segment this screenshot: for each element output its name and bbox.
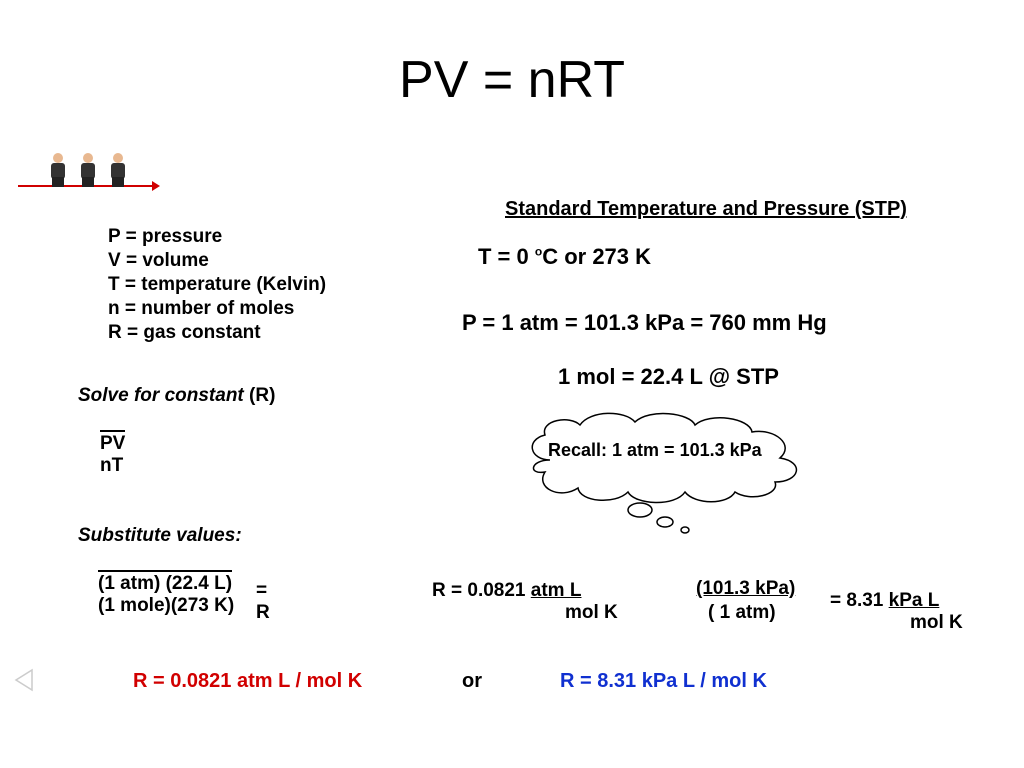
page-title: PV = nRT <box>0 50 1024 110</box>
r-calc-result: = 8.31 kPa L <box>830 590 939 612</box>
r-calc-result-units-num: kPa L <box>889 590 940 611</box>
stp-header: Standard Temperature and Pressure (STP) <box>505 198 907 221</box>
fraction-numerator: PV <box>100 430 125 455</box>
person-icon <box>48 153 68 187</box>
person-icon <box>108 153 128 187</box>
variable-definitions: P = pressure V = volume T = temperature … <box>108 225 326 345</box>
solve-for-label: Solve for constant (R) <box>78 385 275 407</box>
stp-t-post: C or 273 K <box>542 244 651 269</box>
solve-for-italic: Solve for constant <box>78 385 244 406</box>
final-r-atm: R = 0.0821 atm L / mol K <box>133 670 362 693</box>
final-r-kpa: R = 8.31 kPa L / mol K <box>560 670 767 693</box>
def-r: R = gas constant <box>108 321 326 345</box>
stp-molar-volume: 1 mol = 22.4 L @ STP <box>558 364 779 390</box>
def-t: T = temperature (Kelvin) <box>108 273 326 297</box>
r-calc-result-plain: = 8.31 <box>830 590 889 611</box>
previous-slide-button[interactable] <box>10 666 38 694</box>
def-p: P = pressure <box>108 225 326 249</box>
r-calc-conversion-num: (101.3 kPa) <box>696 578 795 600</box>
substitute-values-label: Substitute values: <box>78 525 242 547</box>
person-icon <box>78 153 98 187</box>
calc-equals-r: = R <box>256 580 270 624</box>
r-calc-plain: R = 0.0821 <box>432 580 531 601</box>
pv-over-nt: PV nT <box>100 430 125 477</box>
stp-temperature: T = 0 oC or 273 K <box>478 244 651 270</box>
calc-numerator: (1 atm) (22.4 L) <box>98 570 232 595</box>
final-or: or <box>462 670 482 693</box>
cloud-text: Recall: 1 atm = 101.3 kPa <box>548 440 762 461</box>
tug-of-war-figures-icon <box>18 145 158 195</box>
def-v: V = volume <box>108 249 326 273</box>
fraction-denominator: nT <box>100 455 125 477</box>
def-n: n = number of moles <box>108 297 326 321</box>
solve-for-plain: (R) <box>244 385 276 406</box>
stp-pressure: P = 1 atm = 101.3 kPa = 760 mm Hg <box>462 310 827 336</box>
r-calc-result-units-denom: mol K <box>910 612 963 634</box>
r-calc-units-denom: mol K <box>565 602 618 624</box>
calc-denominator: (1 mole)(273 K) <box>98 595 234 617</box>
rope-arrowhead-icon <box>152 181 160 191</box>
r-substitution-calc: (1 atm) (22.4 L) (1 mole)(273 K) = R <box>98 570 234 617</box>
r-calc-expression: R = 0.0821 atm L <box>432 580 581 602</box>
r-calc-units-num: atm L <box>531 580 582 601</box>
stp-t-pre: T = 0 <box>478 244 535 269</box>
r-calc-conversion-denom: ( 1 atm) <box>708 602 776 624</box>
